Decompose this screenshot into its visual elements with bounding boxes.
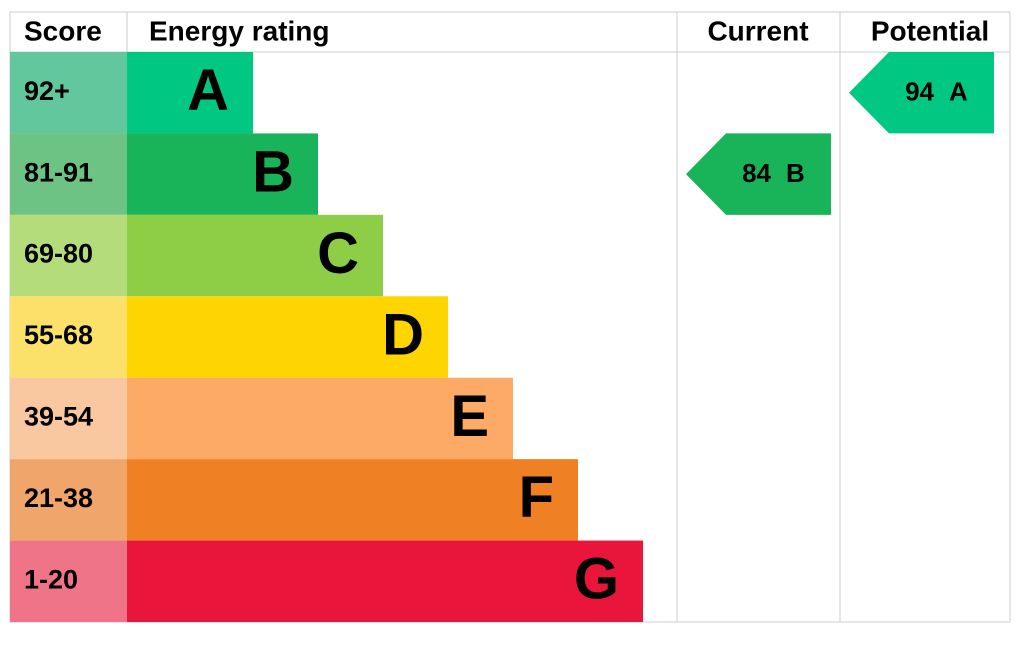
score-cell (10, 133, 127, 215)
score-label: 21-38 (24, 483, 93, 513)
current-arrow (686, 133, 831, 215)
header-potential: Potential (871, 15, 989, 46)
score-label: 69-80 (24, 239, 93, 269)
rating-letter: F (519, 465, 554, 530)
score-label: 55-68 (24, 320, 93, 350)
rating-bar (127, 52, 253, 134)
rating-letter: E (450, 384, 489, 449)
rating-bar (127, 540, 643, 622)
score-label: 1-20 (24, 564, 78, 594)
score-cell (10, 214, 127, 297)
rating-letter: A (187, 58, 229, 123)
rating-bar (127, 377, 513, 460)
score-cell (10, 540, 127, 622)
rating-bar (127, 133, 318, 215)
score-cell (10, 377, 127, 460)
score-cell (10, 296, 127, 378)
rating-letter: B (252, 139, 294, 204)
rating-bar (127, 214, 383, 297)
rating-letter: D (382, 302, 424, 367)
potential-letter: A (949, 77, 968, 107)
header-rating: Energy rating (149, 15, 329, 46)
score-cell (10, 52, 127, 134)
score-cell (10, 459, 127, 541)
score-label: 92+ (24, 76, 70, 106)
current-value: 84 (742, 158, 771, 188)
score-label: 39-54 (24, 402, 93, 432)
score-label: 81-91 (24, 157, 93, 187)
current-letter: B (786, 158, 805, 188)
rating-bar (127, 296, 448, 378)
rating-letter: G (574, 547, 619, 612)
rating-bar (127, 459, 578, 541)
header-current: Current (707, 15, 808, 46)
potential-value: 94 (905, 77, 934, 107)
potential-arrow (849, 52, 994, 134)
rating-letter: C (317, 221, 359, 286)
header-score: Score (24, 15, 102, 46)
